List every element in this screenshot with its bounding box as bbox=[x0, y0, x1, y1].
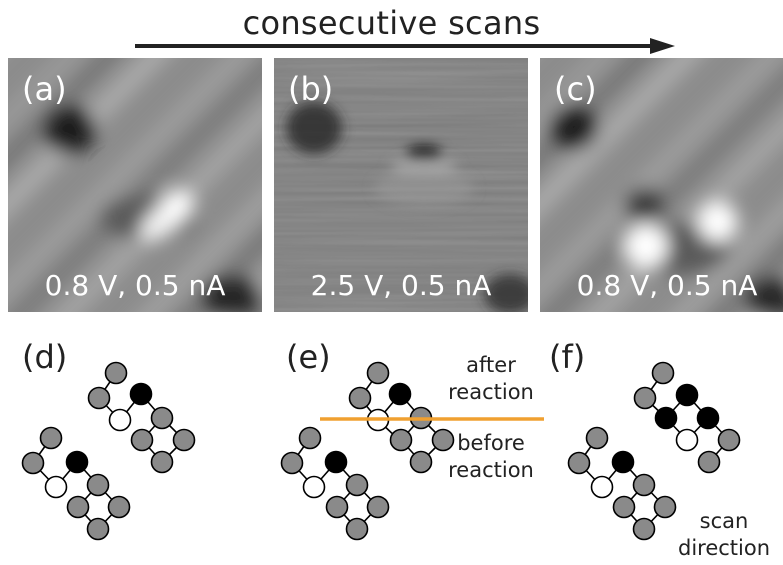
panel-c-label: (c) bbox=[554, 70, 597, 108]
panel-a-caption: 0.8 V, 0.5 nA bbox=[44, 269, 226, 302]
diagram-e-label: (e) bbox=[286, 338, 331, 376]
panel-a-label: (a) bbox=[22, 70, 67, 108]
before-reaction-label: before reaction bbox=[448, 431, 534, 482]
scan-direction-label: scan direction bbox=[677, 509, 771, 560]
molecule-schematics bbox=[21, 361, 741, 541]
after-reaction-label: after reaction bbox=[448, 353, 534, 404]
panel-c-caption: 0.8 V, 0.5 nA bbox=[576, 269, 758, 302]
panel-b-label: (b) bbox=[288, 70, 334, 108]
scan-sequence-arrow bbox=[135, 38, 675, 54]
molecule-e-lower bbox=[280, 426, 390, 541]
molecule-f-upper bbox=[633, 361, 741, 474]
diagram-d-label: (d) bbox=[22, 338, 68, 376]
molecule-d-upper bbox=[87, 361, 196, 474]
stm-image-c: (c) 0.8 V, 0.5 nA bbox=[540, 58, 783, 312]
panel-b-caption: 2.5 V, 0.5 nA bbox=[310, 269, 492, 302]
stm-image-b: (b) 2.5 V, 0.5 nA bbox=[274, 58, 528, 312]
consecutive-scans-title: consecutive scans bbox=[242, 4, 541, 42]
diagram-f-label: (f) bbox=[549, 338, 586, 376]
molecule-f-lower bbox=[567, 426, 677, 541]
stm-image-a: (a) 0.8 V, 0.5 nA bbox=[8, 58, 262, 312]
molecule-d-lower bbox=[21, 426, 131, 541]
